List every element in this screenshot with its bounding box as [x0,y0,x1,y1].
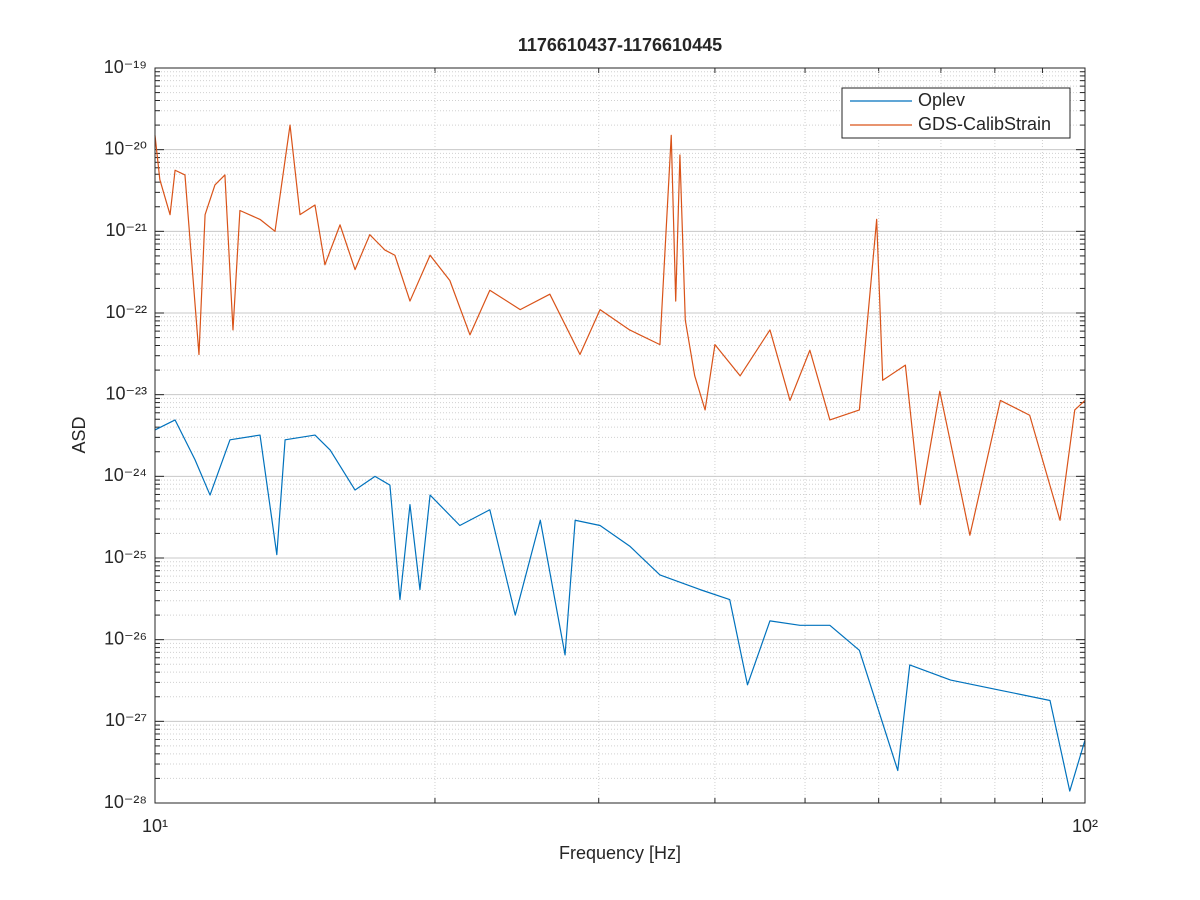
y-tick-label: 10⁻²² [105,302,147,322]
y-tick-label: 10⁻²³ [105,383,147,403]
y-tick-label: 10⁻²⁸ [104,792,147,812]
x-tick-label: 10² [1072,816,1098,836]
plot-area [155,68,1085,803]
y-tick-label: 10⁻²⁷ [105,710,147,730]
y-tick-label: 10⁻²⁶ [104,628,147,648]
axes-box [154,67,1086,804]
x-axis-label: Frequency [Hz] [559,843,681,863]
x-tick-label: 10¹ [142,816,168,836]
series-line [154,124,1086,536]
y-tick-label: 10⁻²⁵ [104,547,147,567]
y-tick-label: 10⁻¹⁹ [104,57,147,77]
chart-title: 1176610437-1176610445 [518,35,722,55]
grid [154,67,1086,804]
legend-label: Oplev [918,90,965,110]
y-tick-label: 10⁻²¹ [105,220,147,240]
legend-label: GDS-CalibStrain [918,114,1051,134]
y-tick-label: 10⁻²⁰ [104,138,147,158]
lines [154,124,1086,792]
series-line [154,419,1086,792]
legend: Oplev GDS-CalibStrain [841,87,1071,139]
legend-box [841,87,1071,139]
y-tick-label: 10⁻²⁴ [104,465,147,485]
y-axis-label: ASD [69,416,89,453]
